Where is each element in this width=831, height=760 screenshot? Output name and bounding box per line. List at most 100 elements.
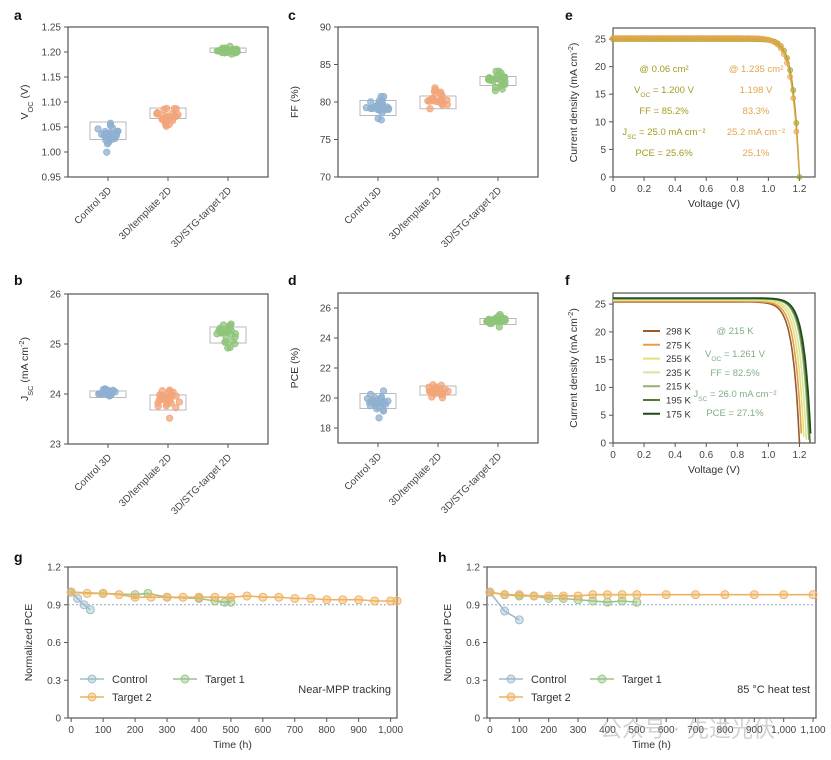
y-tick-label: 15 <box>595 90 607 101</box>
data-point <box>231 49 239 57</box>
data-point <box>94 125 102 133</box>
x-tick-label: 3D/template 2D <box>387 451 444 508</box>
panel-label-g: g <box>14 549 23 565</box>
x-tick-label: 1,000 <box>378 725 403 736</box>
box-group-3 <box>209 42 247 58</box>
x-tick-label: 1,000 <box>771 725 796 736</box>
data-point <box>602 597 612 607</box>
y-tick-label: 1.15 <box>42 73 62 84</box>
data-point <box>749 590 759 600</box>
text-run: V <box>705 349 712 360</box>
x-tick-label: 0.8 <box>730 184 744 195</box>
data-point <box>158 395 167 403</box>
data-point <box>102 136 110 144</box>
y-tick-label: 80 <box>320 98 332 109</box>
x-tick-label: 1.0 <box>761 184 775 195</box>
legend-label: 235 K <box>666 368 691 379</box>
data-point <box>489 77 497 85</box>
text-run: FF (%) <box>289 86 301 118</box>
annotation: JSC = 26.0 mA cm⁻² <box>693 389 776 403</box>
x-tick-label: 300 <box>159 725 176 736</box>
text-run: PCE = 27.1% <box>706 408 764 419</box>
y-tick-label: 24 <box>320 334 332 345</box>
data-point <box>661 590 671 600</box>
data-point <box>558 591 568 601</box>
series-line-235k <box>613 298 808 440</box>
panel-label-d: d <box>288 272 297 288</box>
subscript: SC <box>26 385 35 396</box>
annotation-small-cell: @ 0.06 cm² <box>639 64 688 75</box>
text-run: Current density (mA cm <box>568 52 580 162</box>
data-point <box>367 104 375 113</box>
data-point <box>220 597 230 607</box>
text-run: J <box>622 127 627 138</box>
data-point <box>85 605 95 615</box>
y-tick-label: 5 <box>600 145 606 156</box>
x-tick-label: 3D/template 2D <box>117 452 174 509</box>
annotation-large-cell: 25.2 mA cm⁻² <box>727 127 785 138</box>
y-tick-label: 0.3 <box>466 676 480 687</box>
y-tick-label: 25 <box>50 340 62 351</box>
y-axis-title: Current density (mA cm-2) <box>566 308 581 428</box>
data-point <box>370 596 380 606</box>
series-line <box>489 591 814 597</box>
y-tick-label: 26 <box>320 304 332 315</box>
data-point <box>691 590 701 600</box>
x-tick-label: 1.0 <box>761 450 775 461</box>
y-axis-title: Normalized PCE <box>442 604 454 682</box>
data-point <box>82 588 92 598</box>
x-tick-label: 0.4 <box>668 450 682 461</box>
y-tick-label: 0.3 <box>47 676 61 687</box>
panel-d: d 18 20 22 24 26 PCE (%) Control 3D 3D/template … <box>288 272 539 516</box>
data-point <box>379 387 388 395</box>
annotation: FF = 82.5% <box>710 368 760 379</box>
y-tick-label: 0 <box>55 714 61 725</box>
y-tick-label: 0.95 <box>42 173 62 184</box>
x-tick-label: 100 <box>95 725 112 736</box>
panel-note: Near-MPP tracking <box>298 684 391 696</box>
data-point <box>377 116 385 124</box>
data-point <box>66 587 76 597</box>
data-point <box>227 326 235 335</box>
annotation-large-cell: @ 1.235 cm² <box>729 64 784 75</box>
data-point <box>426 105 434 113</box>
annotation: @ 215 K <box>716 326 754 337</box>
box-group-2 <box>419 381 457 402</box>
data-point <box>790 95 797 102</box>
data-point <box>588 590 598 600</box>
series-line-275k <box>613 300 803 434</box>
x-tick-label: 900 <box>746 725 763 736</box>
data-point <box>219 321 228 329</box>
panel-c: c 70 75 80 85 90 FF (%) Control 3D 3D/template 2… <box>288 7 539 250</box>
data-point <box>588 596 598 606</box>
data-point <box>210 592 220 602</box>
text-run: @ 0.06 cm² <box>639 64 688 75</box>
annotation-small-cell: JSC = 25.0 mA cm⁻² <box>622 127 705 141</box>
x-tick-label: 900 <box>350 725 367 736</box>
y-axis-title: JSC (mA cm-2) <box>17 337 35 401</box>
y-tick-label: 15 <box>595 355 607 366</box>
y-tick-label: 1.20 <box>42 48 62 59</box>
text-run: Current density (mA cm <box>568 318 580 428</box>
data-point <box>428 393 436 401</box>
data-point <box>114 590 124 600</box>
x-tick-label: 0 <box>487 725 493 736</box>
text-run: V <box>634 85 641 96</box>
data-point <box>162 113 170 121</box>
data-point <box>108 130 116 138</box>
data-point <box>153 109 161 117</box>
subscript: SC <box>627 134 636 141</box>
panel-label-e: e <box>565 7 573 23</box>
x-tick-label: 1.2 <box>793 184 807 195</box>
x-tick-label: 0 <box>68 725 74 736</box>
y-tick-label: 1.10 <box>42 98 62 109</box>
legend-label: Target 2 <box>112 692 152 704</box>
data-point <box>377 399 385 408</box>
data-point <box>617 590 627 600</box>
series-line-298k <box>613 301 801 444</box>
annotation-large-cell: 1.198 V <box>740 85 773 96</box>
data-point <box>386 596 396 606</box>
data-point <box>796 174 803 180</box>
x-tick-label: 700 <box>286 725 303 736</box>
data-point <box>774 41 781 48</box>
